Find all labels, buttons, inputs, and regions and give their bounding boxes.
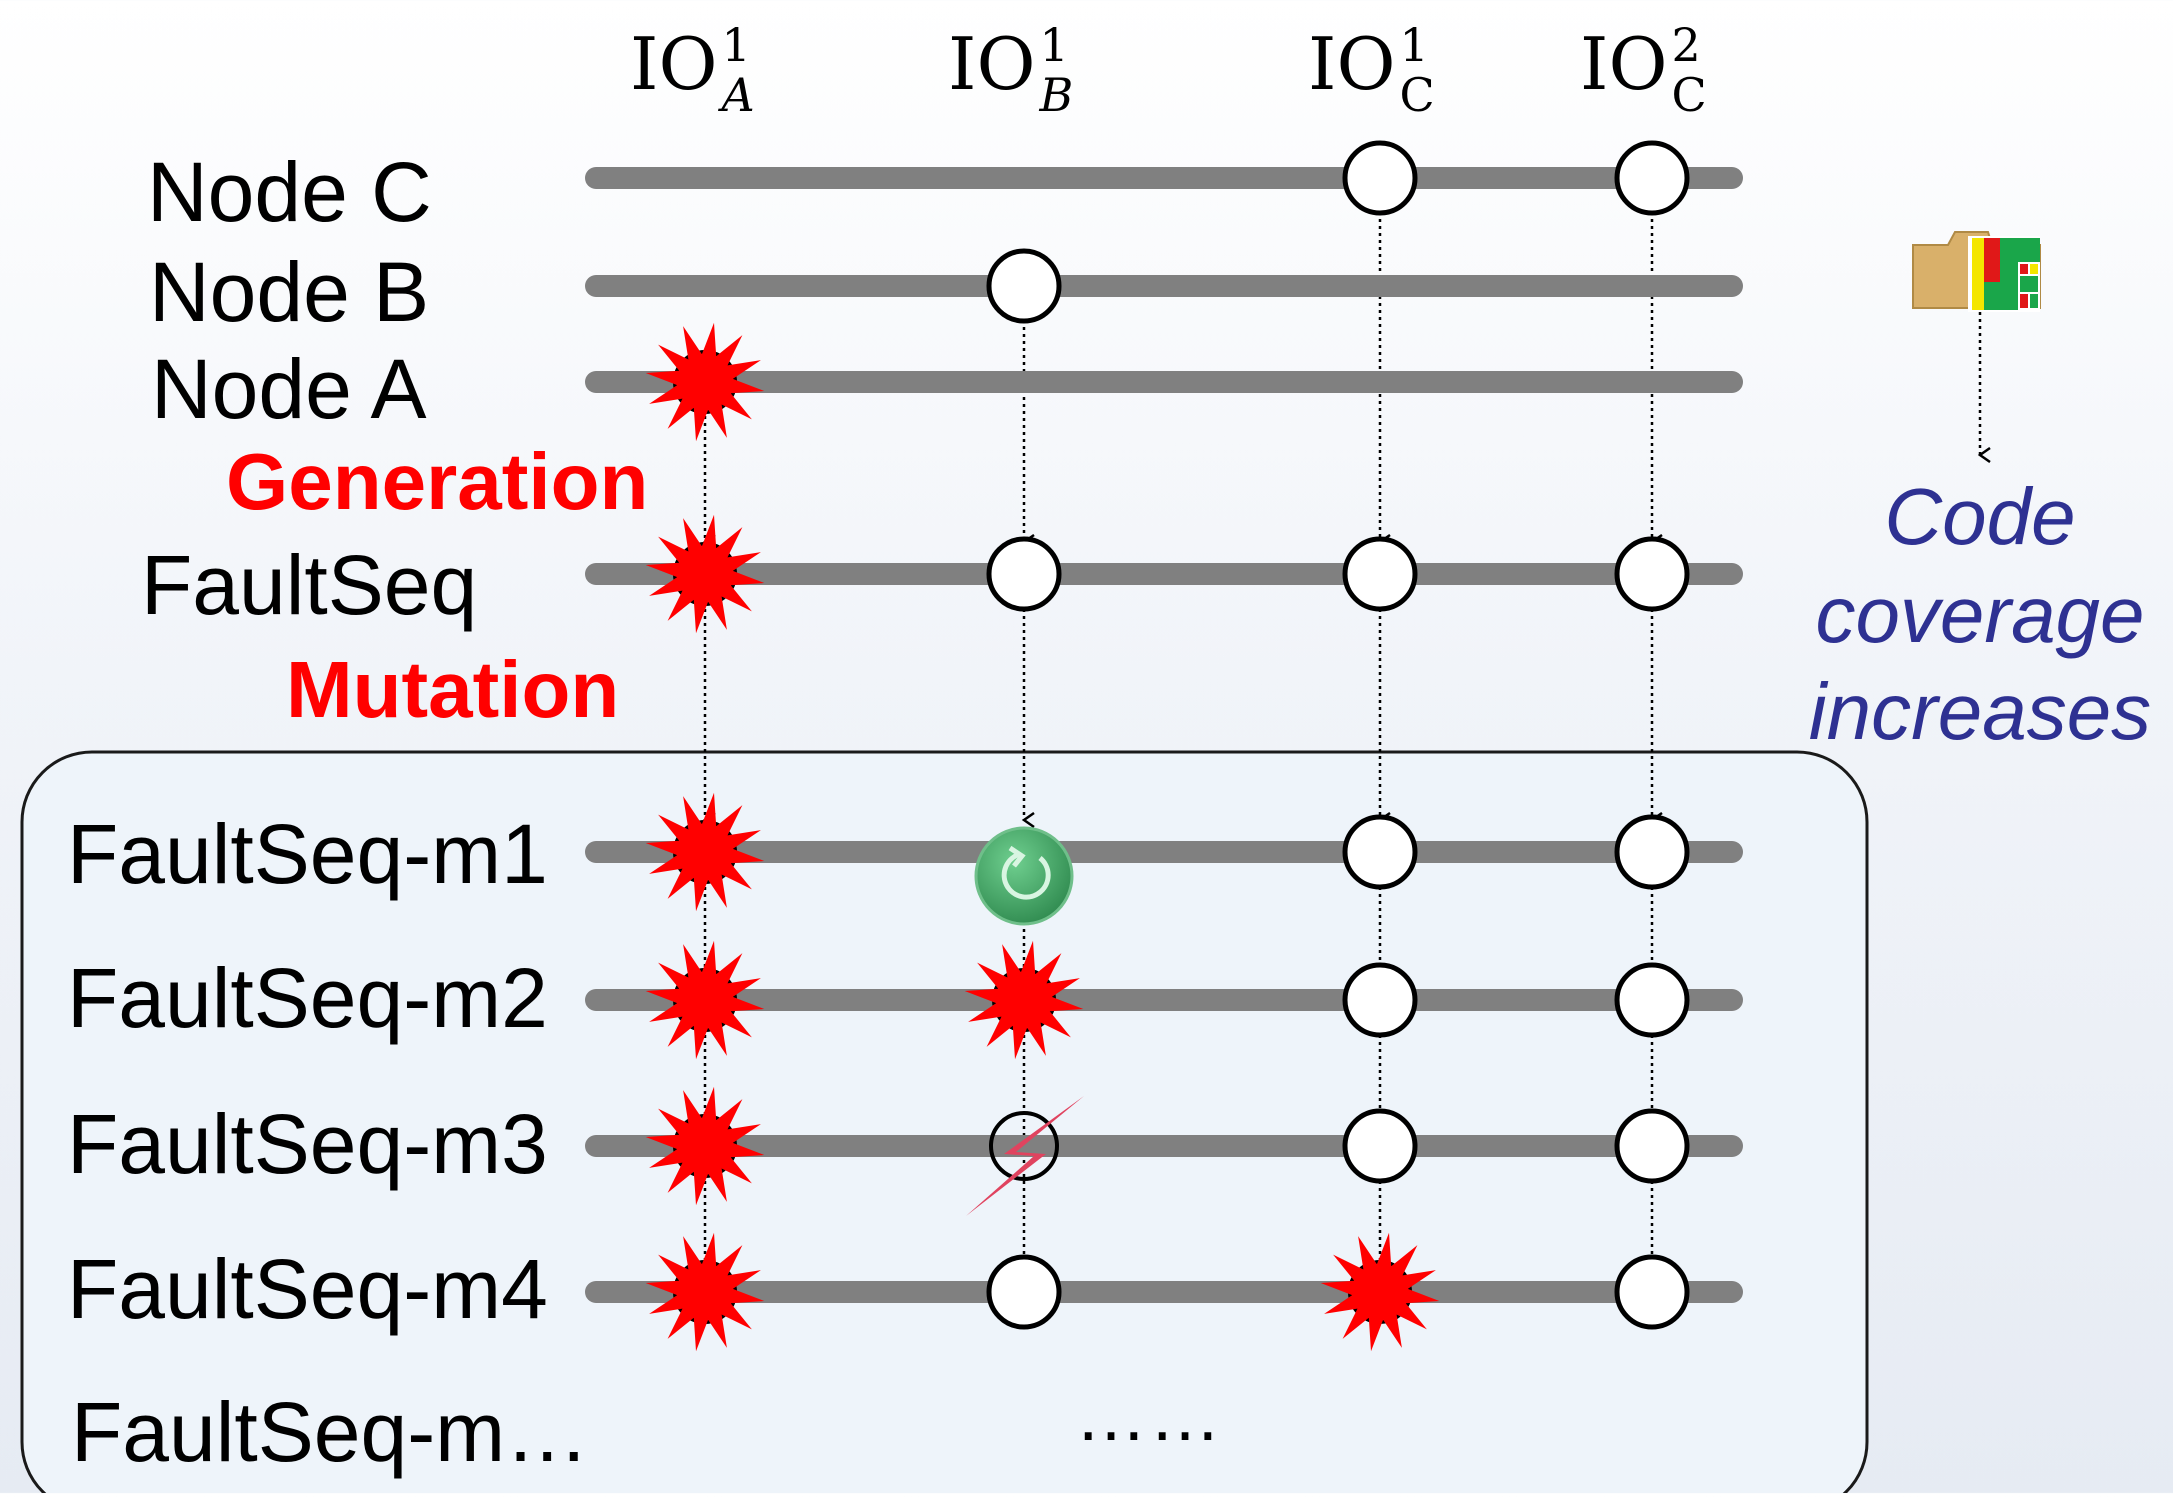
more-sequences-ellipsis: …… [1075, 1376, 1223, 1456]
io-event-marker [986, 1254, 1062, 1330]
row-label-faultseq-m2: FaultSeq-m2 [67, 951, 548, 1045]
crash-icon [964, 940, 1084, 1060]
io-event-marker [1614, 1254, 1690, 1330]
io-event-marker [1342, 140, 1418, 216]
row-label-node-a: Node A [151, 342, 427, 436]
io-event-marker [1342, 536, 1418, 612]
column-header-io-c1: IO 1 C [1308, 18, 1435, 122]
row-label-faultseq-m3: FaultSeq-m3 [67, 1097, 548, 1191]
coverage-caption-line1: Code [1884, 472, 2076, 561]
generation-label: Generation [226, 437, 649, 526]
crash-icon [645, 514, 765, 634]
crash-icon [645, 792, 765, 912]
coverage-caption-line2: coverage [1815, 569, 2145, 659]
row-label-faultseq-more: FaultSeq-m… [71, 1385, 590, 1479]
coverage-treemap-folder-icon [1912, 231, 2041, 455]
crash-icon [645, 940, 765, 1060]
io-event-marker [1342, 814, 1418, 890]
io-event-marker [1614, 536, 1690, 612]
column-header-io-c2: IO 2 C [1580, 18, 1707, 122]
io-event-marker [986, 248, 1062, 324]
coverage-caption-line3: increases [1808, 667, 2152, 757]
io-event-marker [1614, 814, 1690, 890]
io-event-marker [986, 536, 1062, 612]
column-header-io-b: IO 1 B [948, 18, 1074, 122]
io-event-marker [1342, 962, 1418, 1038]
timelines [585, 167, 1743, 1303]
crash-icon [645, 1086, 765, 1206]
row-label-faultseq-m4: FaultSeq-m4 [67, 1242, 548, 1336]
io-event-marker [1614, 962, 1690, 1038]
row-label-node-c: Node C [147, 145, 432, 239]
io-event-marker [1342, 1108, 1418, 1184]
reboot-icon [974, 826, 1074, 926]
crash-icon [1320, 1232, 1440, 1352]
mutation-label: Mutation [286, 645, 620, 734]
crash-icon [645, 322, 765, 442]
io-event-outline [989, 1111, 1059, 1181]
coverage-caption: Code coverage increases [1790, 468, 2170, 761]
column-header-io-a: IO 1 A [630, 18, 755, 122]
io-event-marker [1614, 140, 1690, 216]
event-markers [645, 140, 1690, 1352]
row-label-faultseq-m1: FaultSeq-m1 [67, 807, 548, 901]
row-label-faultseq: FaultSeq [141, 538, 478, 632]
io-event-marker [1614, 1108, 1690, 1184]
crash-icon [645, 1232, 765, 1352]
row-label-node-b: Node B [149, 245, 430, 339]
